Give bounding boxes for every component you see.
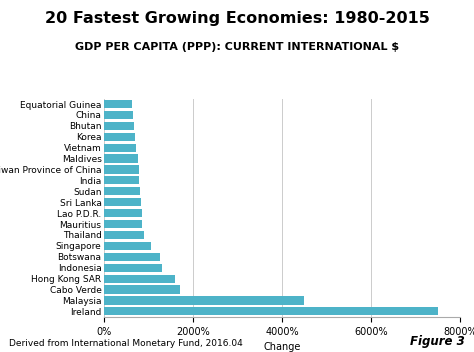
Bar [104, 264, 162, 272]
Bar [104, 122, 135, 130]
Text: Figure 3: Figure 3 [410, 335, 465, 348]
Text: Derived from International Monetary Fund, 2016.04: Derived from International Monetary Fund… [9, 339, 243, 348]
Bar [104, 133, 136, 141]
Bar [104, 155, 137, 163]
Bar [104, 275, 175, 283]
Bar [104, 165, 139, 174]
Bar [104, 100, 132, 108]
Text: GDP PER CAPITA (PPP): CURRENT INTERNATIONAL $: GDP PER CAPITA (PPP): CURRENT INTERNATIO… [75, 42, 399, 52]
Bar [104, 285, 180, 294]
Bar [104, 144, 137, 152]
Bar [104, 307, 438, 315]
Bar [104, 111, 133, 119]
Bar [104, 231, 144, 239]
Bar [104, 198, 141, 206]
Bar [104, 296, 304, 304]
Bar [104, 220, 143, 228]
Text: 20 Fastest Growing Economies: 1980-2015: 20 Fastest Growing Economies: 1980-2015 [45, 11, 429, 26]
Bar [104, 187, 140, 195]
X-axis label: Change: Change [264, 342, 301, 352]
Bar [104, 253, 160, 261]
Bar [104, 176, 139, 184]
Bar [104, 209, 142, 217]
Bar [104, 242, 151, 250]
